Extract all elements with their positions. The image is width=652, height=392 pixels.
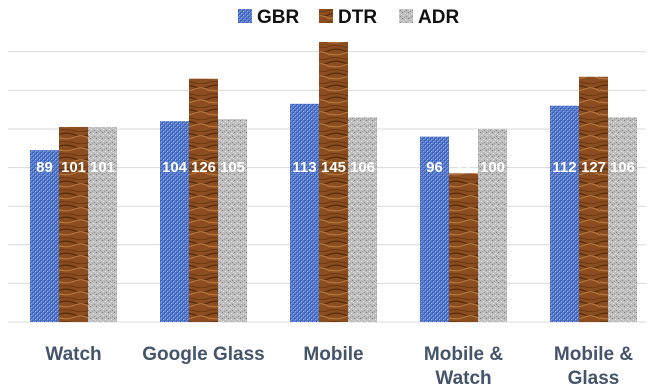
data-label: 145 — [321, 159, 346, 176]
bar-adr — [218, 119, 247, 322]
value-labels: 89 101 101 104 126 105 113 145 106 96 77 100 112 127 1… — [36, 159, 635, 176]
bar-dtr — [579, 76, 608, 322]
data-label: 106 — [350, 159, 375, 176]
category-labels: Watch Google Glass Mobile Mobile & Watch Mobi… — [45, 344, 633, 389]
bar-dtr — [319, 42, 348, 322]
legend-swatch-dtr — [319, 9, 333, 23]
legend-swatch-gbr — [238, 9, 252, 23]
data-label: 105 — [220, 159, 245, 176]
bar-dtr — [59, 126, 88, 322]
bar-gbr — [290, 103, 319, 322]
category-label: Google Glass — [142, 344, 264, 365]
data-label: 104 — [162, 159, 188, 176]
bars — [30, 42, 637, 322]
legend-label: GBR — [257, 7, 300, 28]
category-label: Mobile & Watch — [424, 344, 503, 389]
category-label: Watch — [45, 344, 101, 365]
category-label: Mobile — [303, 344, 363, 365]
category-label: Mobile & Glass — [554, 344, 633, 389]
data-label: 113 — [292, 159, 316, 176]
bar-gbr — [30, 150, 59, 322]
bar-gbr — [160, 121, 189, 322]
data-label: 112 — [552, 159, 576, 176]
data-label: 77 — [455, 159, 472, 176]
bar-adr — [88, 126, 117, 322]
bar-gbr — [420, 136, 449, 322]
data-label: 106 — [610, 159, 635, 176]
data-label: 101 — [61, 159, 86, 176]
bar-gbr — [550, 105, 579, 322]
bar-dtr — [449, 173, 478, 322]
data-label: 126 — [191, 159, 216, 176]
data-label: 89 — [36, 159, 53, 176]
legend-label: DTR — [338, 7, 377, 28]
legend-swatch-adr — [399, 9, 413, 23]
bar-dtr — [189, 78, 218, 322]
bar-adr — [608, 117, 637, 322]
legend-label: ADR — [418, 7, 459, 28]
legend: GBR DTR ADR — [238, 7, 459, 28]
bar-adr — [348, 117, 377, 322]
data-label: 96 — [426, 159, 443, 176]
data-label: 101 — [90, 159, 115, 176]
data-label: 100 — [480, 159, 505, 176]
bar-adr — [478, 128, 507, 322]
data-label: 127 — [581, 159, 606, 176]
